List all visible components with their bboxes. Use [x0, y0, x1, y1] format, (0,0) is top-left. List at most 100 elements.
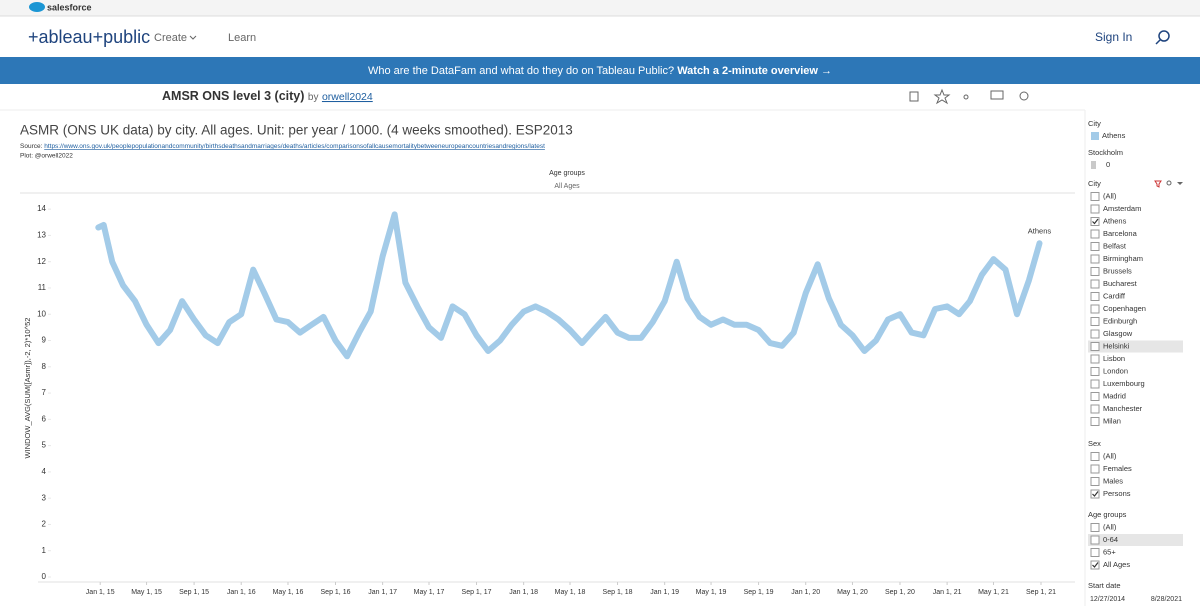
filter-item[interactable]: Copenhagen	[1103, 304, 1146, 313]
x-tick-label: Jan 1, 18	[509, 589, 538, 596]
y-tick-label: 14	[37, 204, 46, 213]
filter-item[interactable]: Males	[1103, 476, 1123, 485]
filter-item[interactable]: Birmingham	[1103, 254, 1143, 263]
banner-link[interactable]: Watch a 2-minute overview →	[677, 65, 832, 77]
filter-item[interactable]: Bucharest	[1103, 279, 1138, 288]
filter-item[interactable]: 65+	[1103, 547, 1116, 556]
by: by	[308, 92, 319, 103]
legend-swatch	[1091, 132, 1099, 140]
filter-item[interactable]: Athens	[1103, 216, 1127, 225]
brand: salesforce	[47, 2, 92, 12]
source-url[interactable]: https://www.ons.gov.uk/peoplepopulationa…	[44, 143, 545, 150]
checkbox[interactable]	[1090, 279, 1100, 289]
checkbox[interactable]	[1090, 560, 1100, 570]
checkbox[interactable]	[1090, 489, 1100, 499]
nav-create[interactable]: Create	[154, 32, 187, 44]
checkbox[interactable]	[1090, 379, 1100, 389]
toolbar	[909, 88, 1029, 105]
copy-icon[interactable]	[909, 91, 919, 102]
filter-item[interactable]: Luxembourg	[1103, 379, 1145, 388]
logo[interactable]: +ableau+public	[28, 27, 150, 47]
filter-item[interactable]: Barcelona	[1103, 229, 1138, 238]
checkbox[interactable]	[1090, 464, 1100, 474]
x-tick-label: May 1, 20	[837, 589, 868, 596]
filter-item[interactable]: Amsterdam	[1103, 204, 1141, 213]
filter-item[interactable]: Manchester	[1103, 404, 1143, 413]
filter-menu-icon[interactable]	[1177, 182, 1183, 185]
x-tick-label: Sep 1, 18	[603, 589, 633, 596]
checkbox[interactable]	[1090, 342, 1100, 351]
filter-item[interactable]: Belfast	[1103, 241, 1127, 250]
panel-value: All Ages	[554, 183, 580, 190]
filter-item[interactable]: Glasgow	[1103, 329, 1133, 338]
y-tick-label: 3	[42, 493, 47, 502]
salesforce-logo	[29, 2, 45, 12]
nav-learn[interactable]: Learn	[228, 32, 256, 44]
checkbox[interactable]	[1090, 535, 1100, 545]
filter-item[interactable]: (All)	[1103, 522, 1117, 531]
filter-item[interactable]: Madrid	[1103, 391, 1126, 400]
y-axis-label: WINDOW_AVG(SUM([Asmr]),-2, 2)*10^52	[23, 318, 32, 459]
filter-item[interactable]: Persons	[1103, 489, 1131, 498]
checkbox[interactable]	[1090, 404, 1100, 414]
share-icon[interactable]	[963, 94, 969, 100]
series-line	[95, 211, 1043, 360]
profile-icon[interactable]	[1019, 91, 1029, 101]
source-label: Source:	[20, 143, 43, 150]
filter-item[interactable]: (All)	[1103, 451, 1117, 460]
checkbox[interactable]	[1090, 367, 1100, 376]
checkbox[interactable]	[1090, 354, 1100, 364]
filter-clear-icon[interactable]	[1154, 180, 1162, 188]
filter-item[interactable]: London	[1103, 366, 1128, 375]
favorite-icon[interactable]	[933, 88, 951, 105]
y-tick-label: 1	[42, 546, 47, 555]
y-tick-label: 2	[42, 520, 47, 529]
checkbox[interactable]	[1090, 304, 1100, 314]
checkbox[interactable]	[1090, 548, 1100, 557]
credit: Plot: @orwell2022	[20, 153, 73, 160]
checkbox[interactable]	[1090, 204, 1100, 214]
filter-item[interactable]: Milan	[1103, 416, 1121, 425]
filter-item[interactable]: (All)	[1103, 191, 1117, 200]
filter-title: City	[1088, 179, 1101, 188]
y-tick-label: 13	[37, 231, 46, 240]
y-tick-label: 5	[42, 441, 47, 450]
checkbox[interactable]	[1090, 217, 1100, 226]
checkbox[interactable]	[1090, 192, 1100, 201]
checkbox[interactable]	[1090, 267, 1100, 276]
filter-item[interactable]: 0-64	[1103, 535, 1118, 544]
chevron	[189, 35, 197, 40]
y-tick-label: 11	[38, 283, 47, 292]
filter-item[interactable]: All Ages	[1103, 560, 1130, 569]
checkmark	[1092, 218, 1099, 225]
author-link[interactable]: orwell2024	[322, 91, 373, 103]
checkbox[interactable]	[1090, 477, 1100, 486]
banner-question: Who are the DataFam and what do they do …	[368, 65, 674, 77]
search-icon[interactable]	[1158, 30, 1170, 42]
checkbox[interactable]	[1090, 329, 1100, 339]
checkbox[interactable]	[1090, 317, 1100, 326]
checkbox[interactable]	[1090, 229, 1100, 239]
present-icon[interactable]	[990, 90, 1004, 100]
checkbox[interactable]	[1090, 292, 1100, 301]
filter-item[interactable]: Brussels	[1103, 266, 1132, 275]
checkbox[interactable]	[1090, 417, 1100, 426]
sign-in[interactable]: Sign In	[1095, 30, 1132, 44]
y-tick-label: 12	[37, 257, 46, 266]
filter-search-icon[interactable]	[1166, 180, 1172, 186]
x-tick-label: Jan 1, 17	[368, 589, 397, 596]
checkbox[interactable]	[1090, 254, 1100, 264]
checkbox[interactable]	[1090, 523, 1100, 532]
filter-item[interactable]: Lisbon	[1103, 354, 1125, 363]
checkbox[interactable]	[1090, 452, 1100, 461]
checkbox[interactable]	[1090, 392, 1100, 401]
filter-item[interactable]: Helsinki	[1103, 341, 1130, 350]
filter-item[interactable]: Edinburgh	[1103, 316, 1137, 325]
filter-title: Sex	[1088, 439, 1101, 448]
legend-swatch	[1091, 161, 1096, 169]
checkbox[interactable]	[1090, 242, 1100, 251]
filter-item[interactable]: Cardiff	[1103, 291, 1126, 300]
y-tick-label: 7	[42, 388, 47, 397]
filter-item[interactable]: Females	[1103, 464, 1132, 473]
x-tick-label: Sep 1, 17	[462, 589, 492, 596]
